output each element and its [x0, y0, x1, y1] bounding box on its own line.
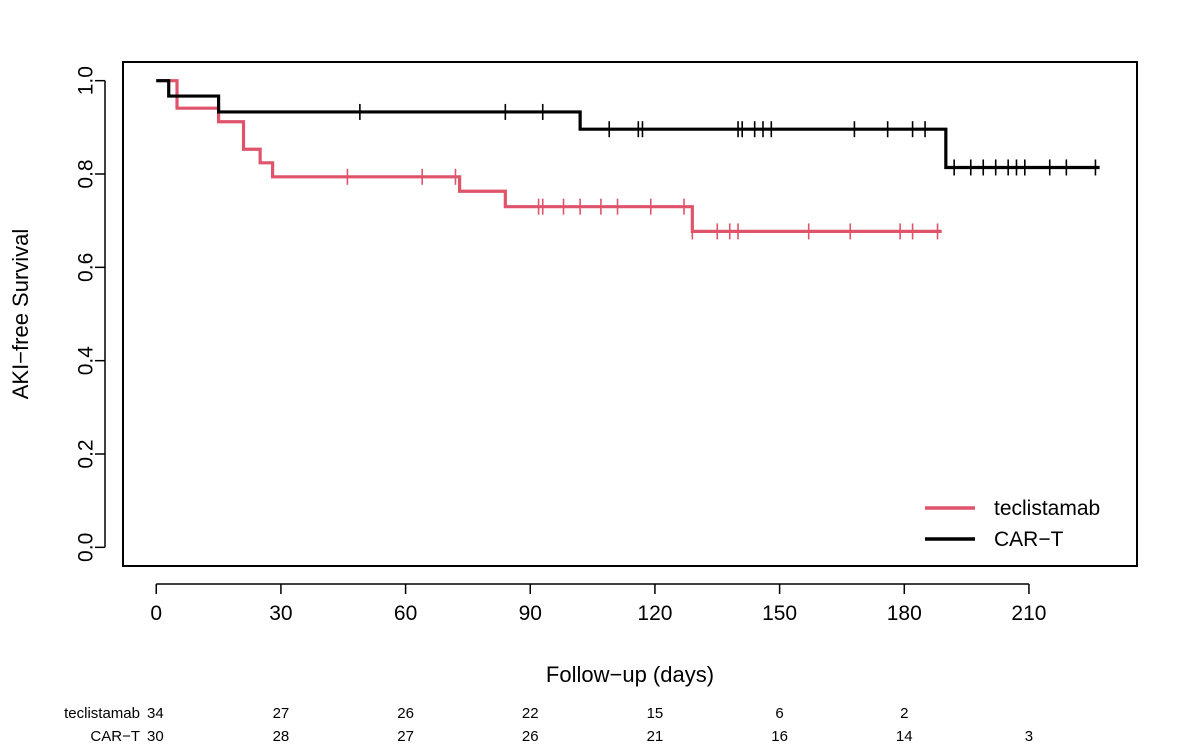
x-axis: 0 30 60 90 120 150 180 210 — [150, 583, 1046, 625]
legend-label-teclistamab: teclistamab — [994, 497, 1100, 520]
x-tick-label: 120 — [637, 602, 672, 625]
y-tick-label: 0.6 — [75, 253, 98, 282]
y-tick-label: 0.0 — [75, 533, 98, 562]
series-line-teclistamab — [156, 79, 942, 233]
risk-table-count: 22 — [522, 705, 539, 722]
risk-table-count: 16 — [771, 728, 788, 745]
risk-table-row-label: teclistamab — [64, 705, 140, 722]
x-tick-label: 150 — [762, 602, 797, 625]
risk-table-count: 26 — [397, 705, 414, 722]
legend: teclistamab CAR−T — [925, 497, 1100, 551]
series-line-car-t — [156, 79, 1100, 170]
y-axis-label: AKI−free Survival — [8, 229, 33, 400]
y-tick-label: 1.0 — [75, 66, 98, 95]
x-tick-label: 180 — [887, 602, 922, 625]
y-tick-label: 0.8 — [75, 159, 98, 188]
x-tick-label: 30 — [269, 602, 292, 625]
x-tick-label: 0 — [150, 602, 162, 625]
risk-table: teclistamab 34 27 26 22 15 6 2 CAR−T 30 28 27 26 21 16… — [64, 705, 1033, 745]
x-tick-label: 90 — [519, 602, 542, 625]
risk-table-count: 34 — [147, 705, 164, 722]
y-tick-label: 0.2 — [75, 439, 98, 468]
risk-table-count: 28 — [273, 728, 290, 745]
y-axis: 0.0 0.2 0.4 0.6 0.8 1.0 — [75, 66, 106, 562]
risk-table-count: 26 — [522, 728, 539, 745]
risk-table-row-label: CAR−T — [90, 728, 140, 745]
risk-table-count: 30 — [147, 728, 164, 745]
risk-table-count: 6 — [775, 705, 783, 722]
risk-table-count: 21 — [647, 728, 664, 745]
risk-table-count: 2 — [900, 705, 908, 722]
risk-table-count: 27 — [397, 728, 414, 745]
risk-table-count: 27 — [273, 705, 290, 722]
legend-label-car-t: CAR−T — [994, 528, 1064, 551]
risk-table-count: 14 — [896, 728, 913, 745]
risk-table-count: 15 — [647, 705, 664, 722]
x-axis-label: Follow−up (days) — [546, 662, 714, 687]
x-tick-label: 60 — [394, 602, 417, 625]
risk-table-count: 3 — [1025, 728, 1033, 745]
x-tick-label: 210 — [1011, 602, 1046, 625]
plot-frame — [122, 61, 1138, 567]
y-tick-label: 0.4 — [75, 346, 98, 376]
survival-curves — [156, 79, 1100, 240]
